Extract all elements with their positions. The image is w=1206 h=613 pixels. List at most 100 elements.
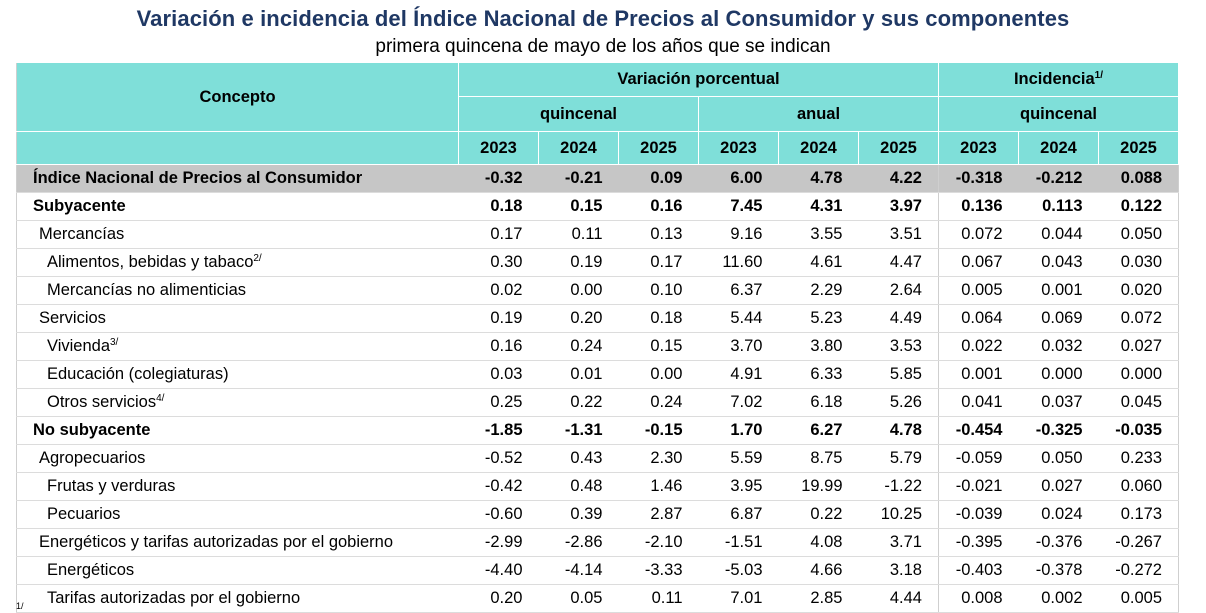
value-cell: 0.03	[458, 360, 539, 389]
row-label: Mercancías	[16, 220, 459, 249]
row-label-text: Otros servicios	[47, 393, 157, 411]
value-cell: 0.072	[938, 220, 1019, 249]
value-cell: -4.14	[538, 556, 619, 585]
footnote-mark: 1/	[16, 601, 24, 611]
value-cell: -0.395	[938, 528, 1019, 557]
value-cell: 6.87	[698, 500, 779, 529]
value-cell: 3.80	[778, 332, 859, 361]
row-label-text: No subyacente	[33, 421, 151, 439]
value-cell: -0.42	[458, 472, 539, 501]
header-year: 2024	[1018, 131, 1099, 165]
value-cell: 3.51	[858, 220, 939, 249]
value-cell: 3.95	[698, 472, 779, 501]
value-cell: 0.22	[538, 388, 619, 417]
row-label: Frutas y verduras	[16, 472, 459, 501]
row-note: 3/	[110, 337, 119, 348]
header-quincenal: quincenal	[458, 96, 699, 132]
table-row: No subyacente -1.85 -1.31 -0.15 1.70 6.27 4.78…	[16, 416, 1179, 445]
header-variacion: Variación porcentual	[458, 62, 939, 97]
row-label: Otros servicios4/	[16, 388, 459, 417]
value-cell: 2.85	[778, 584, 859, 613]
row-label: Vivienda3/	[16, 332, 459, 361]
value-cell: 3.18	[858, 556, 939, 585]
value-cell: 0.005	[1098, 584, 1179, 613]
value-cell: 9.16	[698, 220, 779, 249]
header-year: 2024	[538, 131, 619, 165]
row-label: Subyacente	[16, 192, 459, 221]
value-cell: 0.18	[618, 304, 699, 333]
value-cell: -1.31	[538, 416, 619, 445]
value-cell: 5.59	[698, 444, 779, 473]
value-cell: 0.17	[458, 220, 539, 249]
value-cell: 5.85	[858, 360, 939, 389]
value-cell: 0.18	[458, 192, 539, 221]
value-cell: -3.33	[618, 556, 699, 585]
value-cell: 4.47	[858, 248, 939, 277]
value-cell: 0.136	[938, 192, 1019, 221]
value-cell: 0.173	[1098, 500, 1179, 529]
value-cell: 0.027	[1098, 332, 1179, 361]
value-cell: 1.46	[618, 472, 699, 501]
value-cell: 0.30	[458, 248, 539, 277]
value-cell: 0.20	[458, 584, 539, 613]
value-cell: 0.17	[618, 248, 699, 277]
table-body: Índice Nacional de Precios al Consumidor…	[16, 164, 1179, 613]
value-cell: 0.20	[538, 304, 619, 333]
value-cell: 0.10	[618, 276, 699, 305]
value-cell: 0.13	[618, 220, 699, 249]
value-cell: 0.072	[1098, 304, 1179, 333]
value-cell: 0.25	[458, 388, 539, 417]
value-cell: -0.21	[538, 164, 619, 193]
inpc-table: Concepto Variación porcentual Incidencia…	[16, 62, 1179, 613]
table-row: Tarifas autorizadas por el gobierno 0.20 0…	[16, 584, 1179, 613]
row-label-text: Índice Nacional de Precios al Consumidor	[33, 169, 363, 187]
value-cell: 0.067	[938, 248, 1019, 277]
value-cell: 0.39	[538, 500, 619, 529]
header-quincenal-incidencia: quincenal	[938, 96, 1179, 132]
table-row: Subyacente 0.18 0.15 0.16 7.45 4.31 3.97 0.136 0…	[16, 192, 1179, 221]
row-label-text: Frutas y verduras	[47, 477, 176, 495]
table-row: Mercancías 0.17 0.11 0.13 9.16 3.55 3.51 0.072 0…	[16, 220, 1179, 249]
value-cell: 5.79	[858, 444, 939, 473]
value-cell: 0.043	[1018, 248, 1099, 277]
value-cell: 0.027	[1018, 472, 1099, 501]
header-year: 2023	[458, 131, 539, 165]
value-cell: 5.23	[778, 304, 859, 333]
row-label-text: Tarifas autorizadas por el gobierno	[47, 589, 301, 607]
value-cell: -0.15	[618, 416, 699, 445]
row-label: Educación (colegiaturas)	[16, 360, 459, 389]
value-cell: 0.037	[1018, 388, 1099, 417]
value-cell: -4.40	[458, 556, 539, 585]
value-cell: -0.318	[938, 164, 1019, 193]
row-label-text: Educación (colegiaturas)	[47, 365, 229, 383]
value-cell: 4.91	[698, 360, 779, 389]
value-cell: 0.05	[538, 584, 619, 613]
table-row: Servicios 0.19 0.20 0.18 5.44 5.23 4.49 0.064 0.…	[16, 304, 1179, 333]
value-cell: 0.24	[618, 388, 699, 417]
value-cell: 0.024	[1018, 500, 1099, 529]
value-cell: 19.99	[778, 472, 859, 501]
value-cell: -2.10	[618, 528, 699, 557]
value-cell: 3.97	[858, 192, 939, 221]
value-cell: 0.16	[618, 192, 699, 221]
value-cell: -2.99	[458, 528, 539, 557]
row-label-text: Subyacente	[33, 197, 126, 215]
row-label: No subyacente	[16, 416, 459, 445]
value-cell: 4.22	[858, 164, 939, 193]
table-row: Agropecuarios -0.52 0.43 2.30 5.59 8.75 5.79 -0…	[16, 444, 1179, 473]
value-cell: 0.045	[1098, 388, 1179, 417]
row-label-text: Alimentos, bebidas y tabaco	[47, 253, 254, 271]
value-cell: 0.113	[1018, 192, 1099, 221]
header-incidencia-label: Incidencia	[1013, 70, 1095, 88]
value-cell: 6.33	[778, 360, 859, 389]
row-label-text: Agropecuarios	[39, 449, 146, 467]
value-cell: 0.19	[458, 304, 539, 333]
value-cell: 2.87	[618, 500, 699, 529]
table-row: Vivienda3/0.16 0.24 0.15 3.70 3.80 3.53 0.022 0…	[16, 332, 1179, 361]
value-cell: 0.02	[458, 276, 539, 305]
value-cell: 0.22	[778, 500, 859, 529]
value-cell: 0.060	[1098, 472, 1179, 501]
value-cell: 4.31	[778, 192, 859, 221]
value-cell: -0.267	[1098, 528, 1179, 557]
header-incidencia: Incidencia1/	[938, 62, 1179, 97]
